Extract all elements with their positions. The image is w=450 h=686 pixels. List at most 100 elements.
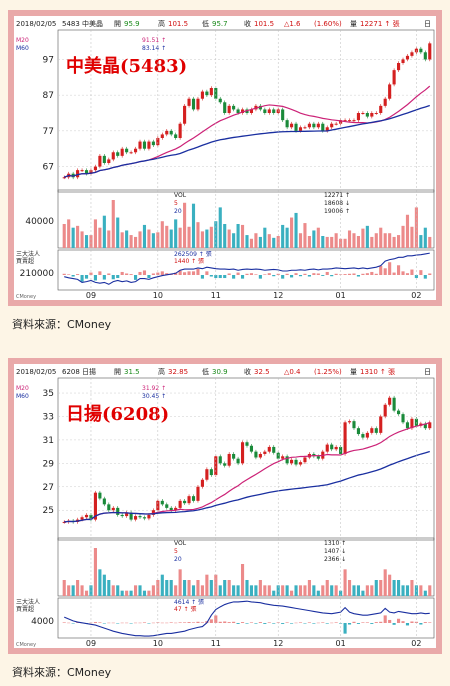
- vol-series-5: 5: [174, 548, 178, 555]
- volume-bar: [254, 233, 258, 248]
- volume-bar: [263, 227, 267, 248]
- candle-body: [205, 469, 209, 480]
- candle-body: [290, 123, 294, 128]
- inst-bar: [240, 275, 245, 279]
- volume-bar: [290, 590, 294, 596]
- volume-bar: [200, 231, 204, 248]
- volume-bar: [93, 548, 97, 596]
- inst-bar: [174, 622, 178, 624]
- inst-bar: [325, 623, 329, 624]
- inst-bar: [80, 275, 84, 282]
- price-tick-label: 29: [43, 459, 55, 469]
- volume-bar: [236, 224, 240, 248]
- inst-bar: [245, 623, 249, 624]
- inst-sub-label: 買賣超: [16, 605, 34, 613]
- volume-bar: [281, 224, 285, 248]
- volume-bar: [347, 580, 352, 596]
- header-vol: 1310 ↑ 張: [360, 368, 395, 376]
- inst-bar: [397, 265, 401, 275]
- candle-body: [428, 43, 432, 60]
- inst-bar: [183, 272, 187, 275]
- header-vol-label: 量: [350, 368, 357, 376]
- volume-bar: [325, 236, 329, 248]
- candle-body: [392, 70, 396, 85]
- inst-panel-frame: [57, 597, 435, 639]
- inst-bar: [147, 275, 151, 279]
- header-date: 2018/02/05: [16, 20, 56, 28]
- data-source-2: 資料來源：CMoney: [12, 666, 112, 679]
- volume-bar: [174, 585, 178, 596]
- inst-bar: [196, 268, 200, 275]
- volume-bar: [347, 230, 352, 248]
- inst-bar: [71, 623, 75, 624]
- candle-body: [191, 98, 196, 110]
- volume-bar: [285, 227, 289, 248]
- volume-bar: [254, 585, 258, 596]
- volume-bar: [174, 219, 178, 248]
- volume-bar: [307, 580, 311, 596]
- candle-body: [374, 113, 378, 114]
- inst-bar: [102, 623, 106, 624]
- inst-bar: [316, 273, 320, 275]
- inst-bar: [361, 273, 365, 275]
- inst-bar: [392, 272, 396, 275]
- volume-bar: [218, 207, 222, 248]
- volume-bar: [401, 585, 405, 596]
- header-low-label: 低: [202, 367, 209, 376]
- inst-bar: [343, 623, 347, 634]
- volume-bar: [116, 585, 120, 596]
- inst-bar: [116, 623, 120, 624]
- inst-bar: [325, 271, 329, 275]
- volume-bar: [151, 585, 155, 596]
- x-tick-label: 02: [411, 291, 421, 300]
- volume-bar: [343, 569, 347, 596]
- candle-body: [138, 141, 142, 149]
- candle-body: [245, 442, 249, 446]
- volume-bar: [98, 227, 102, 248]
- candle-body: [388, 84, 392, 99]
- ma-legend-value: 31.92 ↑: [142, 385, 166, 392]
- candle-body: [352, 421, 356, 429]
- chart-title: 中美晶(5483): [66, 55, 187, 77]
- candle-body: [93, 166, 97, 171]
- inst-bar: [347, 623, 352, 625]
- inst-bar: [214, 275, 218, 279]
- volume-bar: [183, 580, 187, 596]
- candle-body: [227, 453, 231, 466]
- candle-body: [76, 170, 80, 178]
- candle-body: [370, 428, 374, 433]
- price-tick-label: 27: [43, 483, 54, 493]
- candle-body: [352, 120, 356, 122]
- candle-body: [129, 512, 133, 520]
- volume-bar: [133, 236, 138, 248]
- ma-legend-value: 91.51 ↑: [142, 37, 166, 44]
- inst-label: 三大法人: [16, 250, 40, 258]
- inst-bar: [142, 270, 147, 275]
- candle-body: [298, 462, 303, 465]
- candle-body: [214, 88, 218, 99]
- inst-bar: [401, 271, 405, 275]
- volume-bar: [245, 580, 249, 596]
- inst-bar: [379, 621, 383, 623]
- candle-body: [423, 423, 427, 429]
- candle-body: [156, 138, 160, 146]
- vol-series-20: 20: [174, 208, 182, 215]
- inst-bar: [227, 273, 231, 275]
- inst-bar: [263, 623, 267, 624]
- candle-body: [347, 120, 352, 122]
- candle-body: [263, 451, 267, 454]
- inst-bar: [67, 622, 71, 624]
- candle-body: [334, 123, 338, 125]
- volume-bar: [316, 590, 320, 596]
- volume-bar: [303, 223, 307, 248]
- volume-bar: [334, 585, 338, 596]
- inst-bar: [330, 275, 334, 277]
- vol-value: 2366 ↓: [324, 556, 346, 563]
- inst-bar: [62, 273, 66, 275]
- volume-bar: [272, 237, 276, 248]
- inst-bar: [196, 621, 200, 623]
- candle-body: [303, 127, 307, 129]
- candle-body: [80, 170, 84, 172]
- volume-bar: [62, 224, 66, 248]
- header-code: 5483 中美晶: [62, 19, 103, 28]
